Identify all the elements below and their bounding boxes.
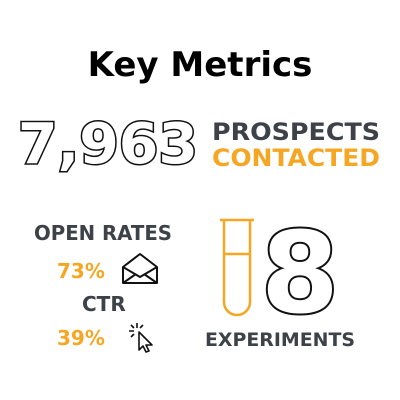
cursor-icon [129,323,153,353]
ctr-value: 39% [57,326,105,350]
test-tube-icon [220,218,254,317]
open-rates-label: OPEN RATES [34,221,172,245]
experiments-number: 8 [261,209,339,339]
prospects-number: 7,963 [18,112,198,177]
prospects-label: PROSPECTS [212,118,380,146]
contacted-label: CONTACTED [212,144,380,172]
envelope-icon [122,253,158,284]
open-rates-value: 73% [57,259,105,283]
experiments-label: EXPERIMENTS [205,329,355,351]
title: Key Metrics [88,45,313,85]
ctr-label: CTR [82,292,126,316]
